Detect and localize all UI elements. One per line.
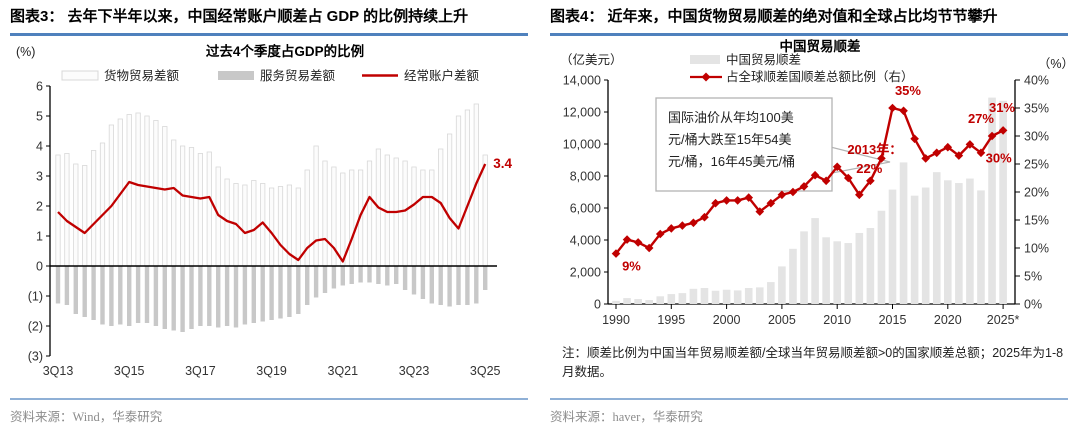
svg-text:(2): (2) (28, 319, 43, 333)
svg-text:元/桶，16年45美元/桶: 元/桶，16年45美元/桶 (668, 154, 795, 169)
svg-text:国际油价从年均100美: 国际油价从年均100美 (668, 110, 794, 125)
x-axis-labels: 3Q13 3Q15 3Q17 3Q19 3Q21 3Q23 3Q25 (43, 364, 501, 378)
services-legend-swatch (218, 70, 254, 80)
svg-text:27%: 27% (968, 111, 994, 126)
svg-text:1990: 1990 (602, 313, 630, 327)
callout-box (655, 97, 833, 192)
svg-text:2,000: 2,000 (570, 265, 601, 279)
svg-text:2005: 2005 (768, 313, 796, 327)
services-trade-bars (55, 265, 488, 332)
figure-3-panel: 图表3： 去年下半年以来，中国经常账户顺差占 GDP 的比例持续上升 (%) 过去… (0, 8, 540, 425)
legend: 货物贸易差额 服务贸易差额 经常账户差额 (61, 68, 480, 83)
svg-text:30%: 30% (1024, 129, 1049, 143)
svg-text:(3): (3) (28, 349, 43, 363)
svg-text:3: 3 (36, 169, 43, 183)
figure-3-chart-area: (%) 过去4个季度占GDP的比例货物贸易差额 服务贸易差额 经常账户差额 6 5 4 3 2 1… (0, 38, 540, 390)
svg-text:35%: 35% (1024, 101, 1049, 115)
svg-text:2025*: 2025* (987, 313, 1020, 327)
svg-text:3.4: 3.4 (493, 156, 512, 171)
svg-text:3Q21: 3Q21 (328, 364, 359, 378)
svg-text:20%: 20% (1024, 185, 1049, 199)
chart-title: 过去4个季度占GDP的比例 (206, 43, 364, 59)
svg-text:4,000: 4,000 (570, 233, 601, 247)
svg-text:15%: 15% (1024, 213, 1049, 227)
diamond-marker-swatch (701, 72, 711, 82)
svg-text:(%): (%) (16, 45, 35, 59)
svg-text:3Q25: 3Q25 (470, 364, 501, 378)
svg-text:30%: 30% (986, 150, 1012, 165)
svg-text:占全球顺差国顺差总额比例（右）: 占全球顺差国顺差总额比例（右） (726, 69, 914, 84)
svg-text:22%: 22% (856, 161, 882, 176)
goods-trade-bars (55, 103, 488, 267)
svg-text:3Q23: 3Q23 (399, 364, 430, 378)
line-end-label: 3.4 (493, 156, 512, 171)
bars-legend-swatch (690, 54, 720, 64)
svg-text:10,000: 10,000 (563, 137, 601, 151)
right-axis-unit: （%） (1038, 57, 1074, 71)
svg-text:（亿美元）: （亿美元） (560, 52, 623, 67)
svg-text:2010: 2010 (823, 313, 851, 327)
svg-text:3Q17: 3Q17 (185, 364, 216, 378)
svg-text:6,000: 6,000 (570, 201, 601, 215)
svg-text:10%: 10% (1024, 241, 1049, 255)
svg-text:过去4个季度占GDP的比例: 过去4个季度占GDP的比例 (206, 43, 364, 59)
svg-text:0: 0 (594, 297, 601, 311)
y-axis-unit: (%) (16, 45, 35, 59)
svg-text:0%: 0% (1024, 297, 1042, 311)
figure-4-panel: 图表4： 近年来，中国货物贸易顺差的绝对值和全球占比均节节攀升 中国贸易顺差 （亿… (540, 0, 1080, 437)
svg-text:（%）: （%） (1038, 57, 1074, 71)
svg-text:9%: 9% (622, 258, 641, 273)
trade-surplus-bars (612, 97, 1007, 304)
figure-4-chart-area: 中国贸易顺差 （亿美元） （%） 中国贸易顺差占全球顺差国顺差总额比例（右） 14,00… (540, 38, 1080, 338)
svg-text:25%: 25% (1024, 157, 1049, 171)
svg-text:3Q19: 3Q19 (256, 364, 287, 378)
svg-text:12,000: 12,000 (563, 105, 601, 119)
left-axis-unit: （亿美元） (560, 52, 623, 67)
goods-legend-swatch (61, 70, 99, 81)
figure-4-header: 图表4： 近年来，中国货物贸易顺差的绝对值和全球占比均节节攀升 (550, 8, 1068, 36)
svg-text:0: 0 (36, 259, 43, 273)
y-axis: 6 5 4 3 2 1 0 (1) (2) (3) (28, 79, 51, 363)
svg-text:货物贸易差额: 货物贸易差额 (104, 68, 180, 83)
svg-text:中国贸易顺差: 中国贸易顺差 (726, 52, 801, 67)
svg-text:元/桶大跌至15年54美: 元/桶大跌至15年54美 (668, 132, 792, 147)
svg-text:2013年：: 2013年： (847, 142, 902, 157)
svg-text:3Q13: 3Q13 (43, 364, 74, 378)
svg-text:(1): (1) (28, 289, 43, 303)
chart-title: 中国贸易顺差 (780, 38, 861, 54)
svg-text:1: 1 (36, 229, 43, 243)
svg-text:2020: 2020 (934, 313, 962, 327)
svg-text:4: 4 (36, 139, 43, 153)
svg-text:2015: 2015 (879, 313, 907, 327)
figure-4-title: 图表4： 近年来，中国货物贸易顺差的绝对值和全球占比均节节攀升 (550, 8, 1068, 36)
svg-text:31%: 31% (989, 100, 1015, 115)
svg-text:6: 6 (36, 79, 43, 93)
svg-text:5: 5 (36, 109, 43, 123)
current-account-line (57, 163, 487, 263)
data-labels: 9% 2013年： 22% 35% 27%31% 30% (622, 83, 1015, 273)
figure-4-source: 资料来源：haver，华泰研究 (550, 398, 1068, 425)
figure-4-note: 注：顺差比例为中国当年贸易顺差额/全球当年贸易顺差额>0的国家顺差总额；2025… (562, 345, 1064, 380)
svg-text:经常账户差额: 经常账户差额 (404, 68, 480, 83)
svg-text:8,000: 8,000 (570, 169, 601, 183)
svg-text:3Q15: 3Q15 (114, 364, 145, 378)
svg-text:1995: 1995 (657, 313, 685, 327)
figure-3-source: 资料来源：Wind，华泰研究 (10, 398, 528, 425)
svg-text:2000: 2000 (713, 313, 741, 327)
svg-text:2: 2 (36, 199, 43, 213)
figure-3-title: 图表3： 去年下半年以来，中国经常账户顺差占 GDP 的比例持续上升 (10, 8, 528, 36)
figure-3-header: 图表3： 去年下半年以来，中国经常账户顺差占 GDP 的比例持续上升 (10, 8, 528, 36)
svg-text:服务贸易差额: 服务贸易差额 (260, 68, 336, 83)
svg-text:40%: 40% (1024, 73, 1049, 87)
svg-text:5%: 5% (1024, 269, 1042, 283)
svg-text:35%: 35% (895, 83, 921, 98)
svg-text:14,000: 14,000 (563, 73, 601, 87)
svg-text:中国贸易顺差: 中国贸易顺差 (780, 38, 861, 54)
